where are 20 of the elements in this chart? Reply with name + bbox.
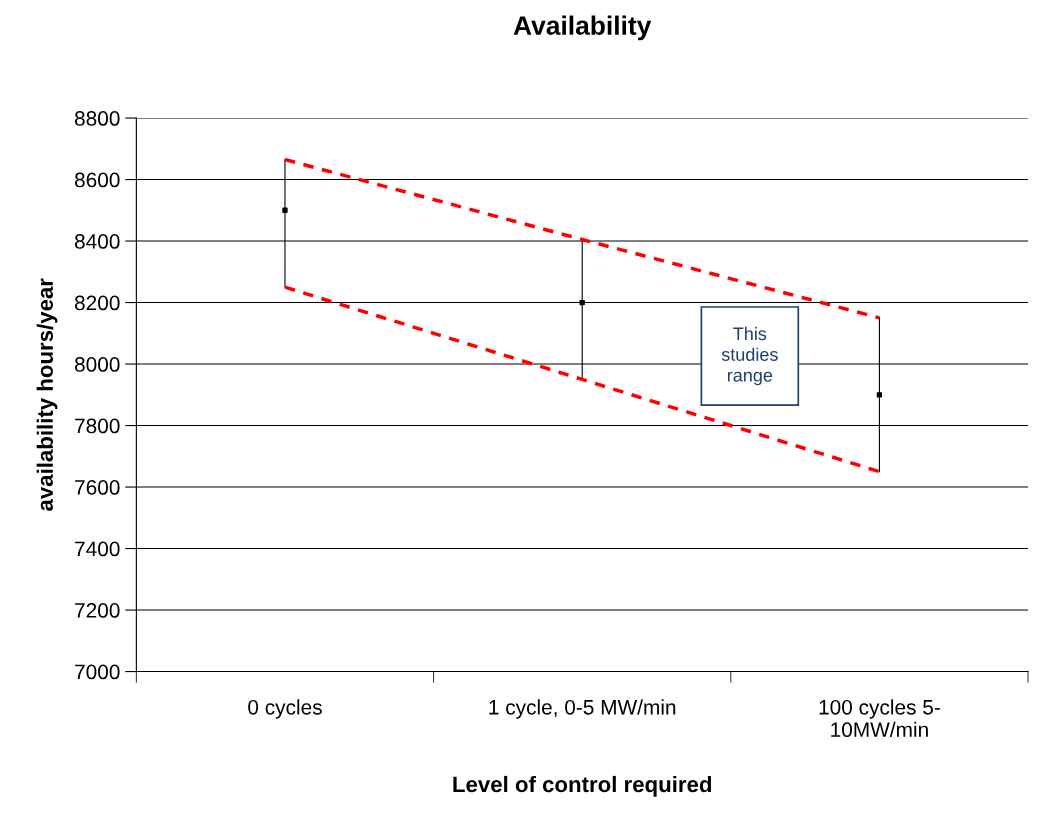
y-axis-title: availability hours/year xyxy=(36,278,58,511)
point xyxy=(579,299,585,306)
x-tick-label: 100 cycles 5- 10MW/min xyxy=(819,699,940,738)
x-axis-title: Level of control required xyxy=(453,775,712,797)
y-tick-label: 8000 xyxy=(74,357,120,372)
y-tick-label: 7200 xyxy=(75,603,120,618)
y-tick-label: 7000 xyxy=(75,664,120,680)
chart-title: Availability xyxy=(513,15,652,41)
point xyxy=(282,207,288,213)
y-tick-label: 7800 xyxy=(75,418,120,434)
y-tick-label: 7600 xyxy=(75,480,120,495)
x-tick-label: 1 cycle, 0-5 MW/min xyxy=(489,699,676,719)
point xyxy=(876,392,883,398)
y-tick-label: 7400 xyxy=(75,541,120,557)
y-tick-label: 8400 xyxy=(74,234,120,249)
x-tick-label: 0 cycles xyxy=(248,699,322,719)
annotation: This studies range xyxy=(721,326,778,386)
y-tick-label: 8800 xyxy=(74,111,120,126)
y-tick-label: 8600 xyxy=(74,172,120,188)
y-tick-label: 8200 xyxy=(74,295,120,311)
